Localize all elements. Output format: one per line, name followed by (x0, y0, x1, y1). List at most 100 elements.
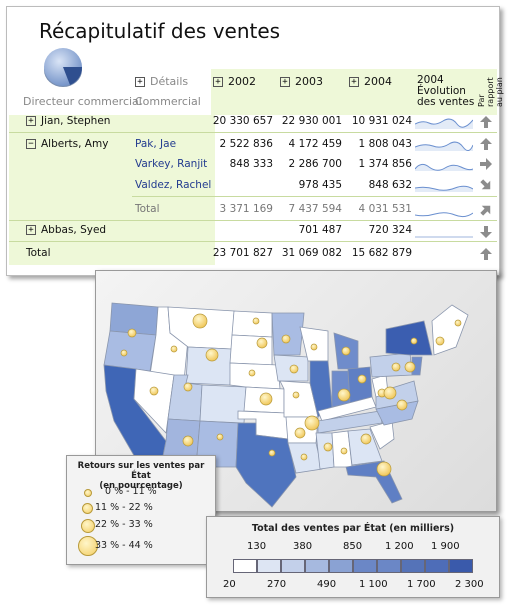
bubble-marker (341, 346, 351, 356)
usa-map (103, 302, 469, 508)
header-band (211, 69, 497, 115)
row-divider (9, 132, 497, 133)
color-swatch (257, 559, 281, 573)
scale-top-label: 850 (343, 541, 363, 552)
details-toggle[interactable]: + Détails (135, 75, 188, 88)
bubble-marker (149, 386, 159, 396)
state-nebraska (229, 362, 281, 390)
state-tennessee (317, 410, 383, 434)
director-abbas[interactable]: + Abbas, Syed (26, 224, 106, 236)
bubble-marker (310, 343, 318, 351)
state-oregon (103, 330, 157, 372)
state-florida (345, 460, 403, 504)
color-swatch (449, 559, 473, 573)
color-swatch (425, 559, 449, 573)
bubble-marker (127, 328, 137, 338)
state-indiana (331, 370, 351, 408)
bubble-large-icon (81, 519, 95, 533)
state-minnesota (271, 312, 305, 356)
bubble-marker (259, 392, 273, 406)
director-band (9, 115, 215, 265)
state-new-england (431, 304, 469, 356)
col-header-2002[interactable]: +2002 (213, 75, 256, 88)
value-cell: 20 330 657 (212, 115, 273, 127)
expand-icon: + (349, 77, 359, 87)
bubble-marker (300, 453, 308, 461)
value-cell: 2 522 836 (219, 138, 273, 150)
value-cell: 4 172 459 (288, 138, 342, 150)
bubble-marker (170, 345, 178, 353)
collapse-icon: − (26, 139, 36, 149)
report-title: Récapitulatif des ventes (39, 19, 281, 43)
state-new-york (385, 320, 433, 356)
commercial-varkey[interactable]: Varkey, Ranjit (135, 158, 208, 170)
expand-icon: + (26, 116, 36, 126)
sparkline (415, 212, 473, 218)
director-jian[interactable]: + Jian, Stephen (26, 115, 110, 127)
value-cell: 848 333 (229, 158, 273, 170)
color-swatch (281, 559, 305, 573)
director-alberts[interactable]: − Alberts, Amy (26, 138, 108, 150)
color-swatch (329, 559, 353, 573)
bubble-marker (360, 433, 372, 445)
legend-range-3: 22 % - 33 % (95, 519, 153, 530)
bubble-marker (337, 388, 351, 402)
value-cell: 4 031 531 (358, 203, 412, 215)
state-north-dakota (231, 310, 273, 338)
value-cell: 1 374 856 (358, 158, 412, 170)
arrow-up-icon (480, 248, 492, 260)
scale-top-label: 1 900 (431, 541, 460, 552)
expand-icon: + (213, 77, 223, 87)
row-divider (132, 196, 497, 197)
sparkline (415, 236, 473, 238)
pie-chart-icon (44, 48, 83, 87)
sparkline (415, 163, 473, 171)
col-header-trend: 2004 Évolution des ventes (417, 74, 475, 108)
bubble-marker (256, 337, 268, 349)
bubble-marker (391, 362, 401, 372)
row-divider (9, 241, 497, 242)
bubble-marker (435, 336, 445, 346)
state-nevada (133, 368, 175, 434)
bubble-marker (383, 386, 397, 400)
scale-bottom-label: 1 700 (407, 579, 436, 590)
state-virginia (375, 380, 419, 410)
value-cell: 1 808 043 (358, 138, 412, 150)
bubble-xlarge-icon (78, 536, 98, 556)
legend-range-1: 0 % - 11 % (105, 486, 157, 497)
col-header-director: Directeur commercial (23, 95, 142, 108)
col-header-2004[interactable]: +2004 (349, 75, 392, 88)
bubble-marker (454, 319, 462, 327)
arrow-down-right-icon (480, 179, 491, 190)
value-cell: 7 437 594 (288, 203, 342, 215)
arrow-up-icon (480, 116, 492, 128)
bubble-marker (376, 461, 392, 477)
col-header-2003[interactable]: +2003 (280, 75, 323, 88)
bubble-marker (281, 334, 291, 344)
sales-summary-report: Récapitulatif des ventes Directeur comme… (6, 6, 504, 276)
scale-bottom-label: 2 300 (455, 579, 484, 590)
legend-range-4: 33 % - 44 % (95, 540, 153, 551)
col-header-commercial: Commercial (135, 95, 201, 108)
scale-bottom-label: 1 100 (359, 579, 388, 590)
value-cell: 2 286 700 (288, 158, 342, 170)
bubble-marker (289, 364, 299, 374)
sparkline (415, 118, 473, 129)
sparkline (415, 247, 473, 263)
color-swatch (305, 559, 329, 573)
legend-title: Total des ventes par État (en milliers) (251, 523, 455, 534)
bubble-marker (216, 433, 224, 441)
value-cell: 23 701 827 (212, 247, 273, 259)
bubble-medium-icon (82, 503, 93, 514)
col-header-details: Détails (150, 75, 189, 88)
commercial-pak[interactable]: Pak, Jae (135, 138, 177, 150)
color-scale-legend: Total des ventes par État (en milliers) … (206, 516, 500, 598)
bubble-marker (404, 361, 416, 373)
bubble-marker (323, 442, 333, 452)
value-cell: 720 324 (368, 224, 412, 236)
bubble-marker (268, 449, 276, 457)
bubble-marker (248, 369, 256, 377)
bubble-marker (192, 313, 208, 329)
bubble-small-icon (84, 489, 92, 497)
commercial-valdez[interactable]: Valdez, Rachel (135, 179, 212, 191)
